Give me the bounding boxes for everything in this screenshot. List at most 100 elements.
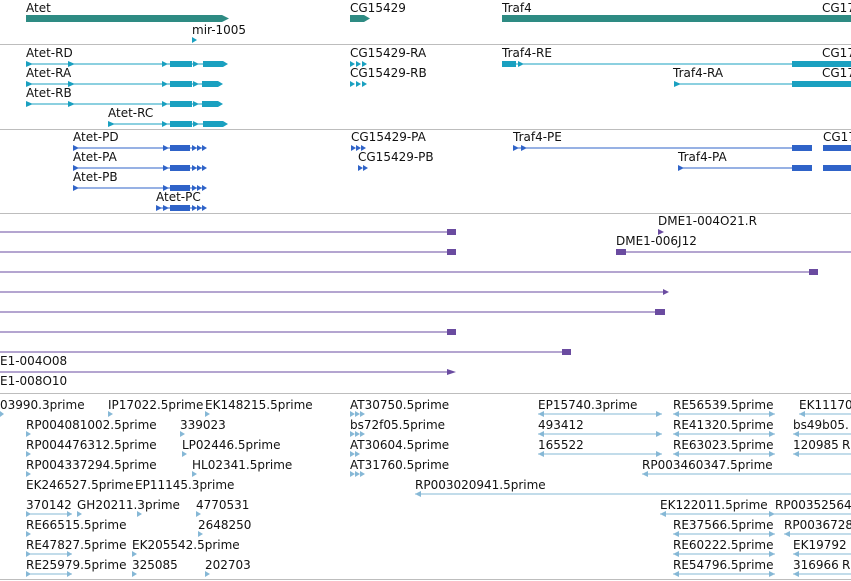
protein-traf4-pa[interactable]: [678, 165, 851, 171]
est-glyph[interactable]: [180, 431, 185, 437]
protein-traf4-pe[interactable]: [513, 145, 851, 151]
gene-traf4-glyph[interactable]: [502, 15, 822, 22]
est-glyph[interactable]: [784, 531, 851, 537]
alignment-row-3[interactable]: [0, 269, 818, 275]
est-glyph[interactable]: [350, 471, 365, 477]
est-glyph[interactable]: [26, 571, 72, 577]
est-glyph[interactable]: [26, 431, 31, 437]
alignment-dme1-004o21-r[interactable]: [658, 229, 664, 235]
est-label: EK11170: [799, 398, 851, 412]
est-glyph[interactable]: [538, 451, 662, 457]
alignment-row-7[interactable]: [0, 349, 571, 355]
gene-label: Traf4: [502, 1, 532, 15]
est-label: R: [842, 558, 851, 572]
protein-atet-pd[interactable]: [73, 145, 207, 151]
est-glyph[interactable]: [137, 511, 142, 517]
est-glyph[interactable]: [196, 511, 201, 517]
protein-atet-pa[interactable]: [73, 165, 207, 171]
alignment-track: [0, 229, 851, 375]
est-glyph[interactable]: [793, 431, 851, 437]
est-label: AT31760.5prime: [350, 458, 450, 472]
est-label: 4770531: [196, 498, 250, 512]
est-glyph[interactable]: [660, 511, 775, 517]
transcript-traf4-ra[interactable]: [674, 81, 851, 87]
est-glyph[interactable]: [793, 451, 851, 457]
track-separator: [0, 579, 851, 580]
protein-cg15429-pb[interactable]: [358, 165, 368, 171]
transcript-atet-rc[interactable]: [108, 121, 228, 127]
est-label: 2648250: [198, 518, 252, 532]
est-glyph[interactable]: [673, 411, 775, 417]
est-glyph[interactable]: [205, 411, 210, 417]
est-glyph[interactable]: [673, 551, 775, 557]
est-glyph[interactable]: [673, 451, 775, 457]
track-separator: [0, 393, 851, 394]
est-glyph[interactable]: [26, 471, 31, 477]
alignment-row-1[interactable]: [0, 229, 456, 235]
est-glyph[interactable]: [673, 531, 775, 537]
alignment-row-8[interactable]: [0, 369, 456, 375]
est-label: LP02446.5prime: [182, 438, 281, 452]
est-glyph[interactable]: [182, 451, 187, 457]
est-label: bs72f05.5prime: [350, 418, 446, 432]
alignment-label: DME1-006J12: [616, 234, 697, 248]
est-label: 03990.3prime: [0, 398, 85, 412]
gene-cg17-glyph[interactable]: [822, 15, 851, 22]
transcript-cg15429-rb[interactable]: [350, 81, 367, 87]
est-label: EP11145.3prime: [135, 478, 235, 492]
gene-cg15429-glyph[interactable]: [350, 15, 364, 22]
est-glyph[interactable]: [793, 571, 851, 577]
transcript-traf4-re[interactable]: [502, 61, 851, 67]
est-label: RP00352564: [775, 498, 851, 512]
est-label: RE47827.5prime: [26, 538, 127, 552]
gene-atet-arrow: [222, 15, 229, 22]
est-label: EK246527.5prime: [26, 478, 134, 492]
transcript-atet-ra[interactable]: [26, 81, 223, 87]
est-label: RE63023.5prime: [673, 438, 774, 452]
est-glyph[interactable]: [538, 431, 662, 437]
est-glyph[interactable]: [132, 571, 137, 577]
est-glyph[interactable]: [538, 411, 662, 417]
protein-label: CG15429-PA: [351, 130, 426, 144]
est-glyph[interactable]: [0, 411, 4, 417]
est-label: AT30604.5prime: [350, 438, 450, 452]
est-glyph[interactable]: [673, 571, 775, 577]
est-glyph[interactable]: [642, 471, 851, 477]
alignment-row-5[interactable]: [0, 309, 665, 315]
transcript-cg15429-ra[interactable]: [350, 61, 367, 67]
gene-atet-glyph[interactable]: [26, 15, 222, 22]
est-label: RE41320.5prime: [673, 418, 774, 432]
est-glyph[interactable]: [205, 571, 210, 577]
est-glyph[interactable]: [26, 531, 31, 537]
transcript-atet-rb[interactable]: [26, 101, 223, 107]
est-glyph[interactable]: [26, 451, 31, 457]
est-label: EK148215.5prime: [205, 398, 313, 412]
est-glyph[interactable]: [793, 551, 851, 557]
protein-cg15429-pa[interactable]: [351, 145, 366, 151]
est-glyph[interactable]: [673, 431, 775, 437]
est-label: RP004476312.5prime: [26, 438, 157, 452]
est-glyph[interactable]: [350, 411, 365, 417]
est-glyph[interactable]: [799, 411, 851, 417]
transcript-atet-rd[interactable]: [26, 61, 228, 67]
est-glyph[interactable]: [350, 431, 365, 437]
est-glyph[interactable]: [415, 491, 851, 497]
est-glyph[interactable]: [198, 531, 203, 537]
est-glyph[interactable]: [108, 411, 113, 417]
est-glyph[interactable]: [350, 451, 360, 457]
est-glyph[interactable]: [77, 511, 82, 517]
alignment-row-2[interactable]: [0, 249, 456, 255]
est-glyph[interactable]: [26, 551, 72, 557]
alignment-row-4[interactable]: [0, 289, 669, 295]
protein-atet-pc[interactable]: [156, 205, 207, 211]
est-glyph[interactable]: [192, 471, 197, 477]
protein-atet-pb[interactable]: [73, 185, 207, 191]
est-label: RE56539.5prime: [673, 398, 774, 412]
est-glyph[interactable]: [26, 511, 72, 517]
alignment-row-6[interactable]: [0, 329, 456, 335]
est-label: 493412: [538, 418, 584, 432]
gene-mir-1005-glyph[interactable]: [192, 37, 197, 43]
alignment-dme1-006j12[interactable]: [616, 249, 851, 255]
est-glyph[interactable]: [132, 551, 137, 557]
gene-label: Atet: [26, 1, 51, 15]
